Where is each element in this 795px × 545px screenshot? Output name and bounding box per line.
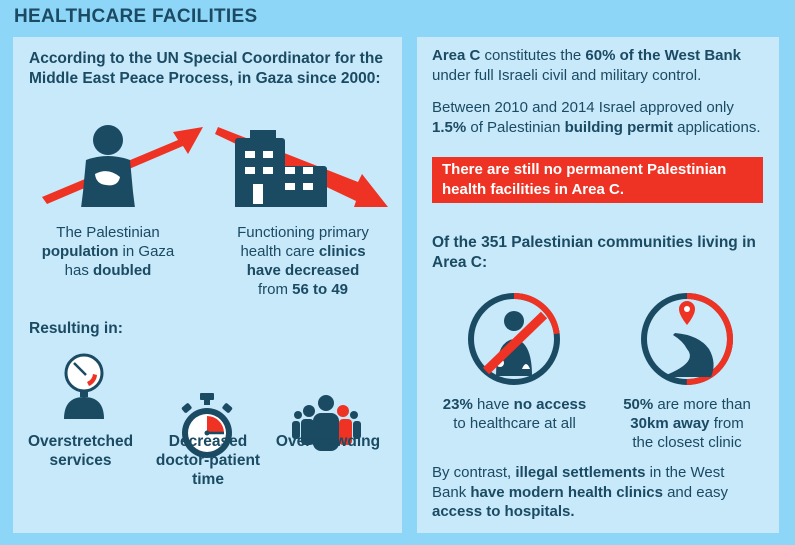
caption-line: 30km away from — [602, 414, 772, 433]
clinics-caption: Functioning primary health care clinics … — [218, 223, 388, 299]
caption-text: in Gaza — [118, 243, 175, 260]
caption-bold: doubled — [93, 262, 152, 279]
doctor-time-caption: Decreased doctor-patient time — [148, 432, 268, 489]
pressure-gauge-icon — [64, 353, 104, 419]
text-bold: building permit — [564, 118, 673, 136]
caption-line: doctor-patient — [155, 452, 261, 469]
distance-caption: 50% are more than 30km away from the clo… — [602, 395, 772, 452]
caption-text: have — [472, 396, 514, 413]
road-location-icon — [641, 293, 733, 385]
caption-line: the closest clinic — [632, 434, 742, 451]
text-bold: Area C — [432, 47, 481, 64]
caption-bold: 23% — [442, 396, 473, 413]
overcrowding-caption: Overcrowding — [268, 432, 388, 451]
text-bold: illegal settlements — [515, 464, 646, 481]
caption-line: from 56 to 49 — [218, 280, 388, 299]
no-access-caption: 23% have no access to healthcare at all — [422, 395, 607, 433]
building-permit-paragraph: Between 2010 and 2014 Israel approved on… — [432, 98, 772, 137]
hospital-building-icon — [215, 127, 388, 207]
stopwatch-icon — [181, 393, 233, 458]
caption-bold: clinics — [318, 243, 366, 260]
caption-bold: population — [41, 243, 119, 260]
communities-heading: Of the 351 Palestinian communities livin… — [432, 233, 772, 272]
caption-line: Overstretched — [27, 433, 134, 450]
alert-line: health facilities in Area C. — [442, 181, 624, 198]
text-bold: 1.5% — [432, 118, 467, 136]
text: under full Israeli civil and military co… — [432, 66, 702, 84]
mother-with-baby-icon — [42, 125, 203, 207]
area-c-panel: Area C constitutes the 60% of the West B… — [417, 37, 779, 533]
population-caption: The Palestinian population in Gaza has d… — [23, 223, 193, 280]
text: of Palestinian — [466, 118, 565, 136]
text: By contrast, — [432, 464, 516, 481]
caption-bold: 30km away — [630, 415, 710, 432]
caption-line: 23% have no access — [422, 395, 607, 414]
text: constitutes the — [480, 47, 586, 64]
text-bold: access to hospitals. — [432, 503, 575, 520]
caption-line: have decreased — [246, 262, 360, 279]
caption-line: to healthcare at all — [453, 415, 576, 432]
caption-line: population in Gaza — [23, 242, 193, 261]
text: in the West — [645, 464, 725, 481]
caption-text: health care — [240, 243, 319, 260]
caption-text: from — [709, 415, 744, 432]
caption-line: has doubled — [23, 261, 193, 280]
ring-progress-50 — [641, 293, 733, 385]
heading-line: Area C: — [432, 253, 488, 271]
caption-line: services — [49, 452, 112, 469]
alert-line: There are still no permanent Palestinian — [442, 161, 727, 178]
caption-line: Functioning primary — [237, 224, 369, 241]
alert-banner: There are still no permanent Palestinian… — [432, 157, 763, 203]
text-bold: have modern health clinics — [470, 483, 663, 501]
resulting-label: Resulting in: — [29, 320, 123, 337]
text-bold: 60% of the West Bank — [585, 47, 742, 64]
caption-line: Decreased — [168, 433, 248, 450]
caption-bold: no access — [513, 396, 587, 413]
location-pin-icon — [679, 301, 695, 325]
heading-line: Of the 351 Palestinian communities livin… — [432, 234, 756, 251]
caption-line: Overcrowding — [275, 433, 381, 450]
caption-line: 50% are more than — [602, 395, 772, 414]
overstretched-caption: Overstretched services — [18, 432, 143, 470]
caption-text: from — [257, 281, 293, 298]
caption-bold: 50% — [623, 396, 654, 413]
page-title: HEALTHCARE FACILITIES — [14, 6, 258, 27]
caption-line: health care clinics — [218, 242, 388, 261]
text: Bank — [432, 483, 471, 501]
caption-text: has — [64, 262, 94, 279]
gaza-intro: According to the UN Special Coordinator … — [29, 50, 383, 87]
text: Between 2010 and 2014 Israel approved on… — [432, 99, 734, 116]
crowd-icon — [292, 395, 361, 451]
caption-bold: 56 to 49 — [292, 281, 349, 298]
text: and easy — [662, 483, 728, 501]
ring-progress-23 — [468, 293, 560, 385]
caption-line: The Palestinian — [56, 224, 160, 241]
caption-line: time — [192, 471, 224, 488]
no-doctor-icon — [468, 293, 560, 385]
caption-text: are more than — [653, 396, 751, 413]
text: applications. — [672, 118, 761, 136]
settlements-paragraph: By contrast, illegal settlements in the … — [432, 463, 772, 522]
area-c-paragraph: Area C constitutes the 60% of the West B… — [432, 46, 772, 85]
gaza-panel: According to the UN Special Coordinator … — [13, 37, 402, 533]
